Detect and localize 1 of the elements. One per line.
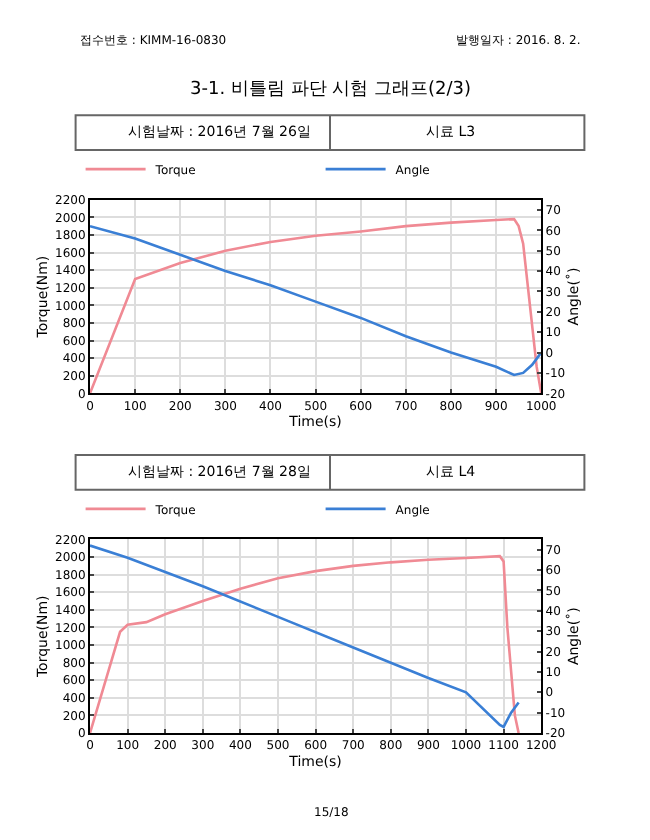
text: 3-1. 비틀림 파단 시험 그래프(2/3)	[190, 80, 472, 100]
